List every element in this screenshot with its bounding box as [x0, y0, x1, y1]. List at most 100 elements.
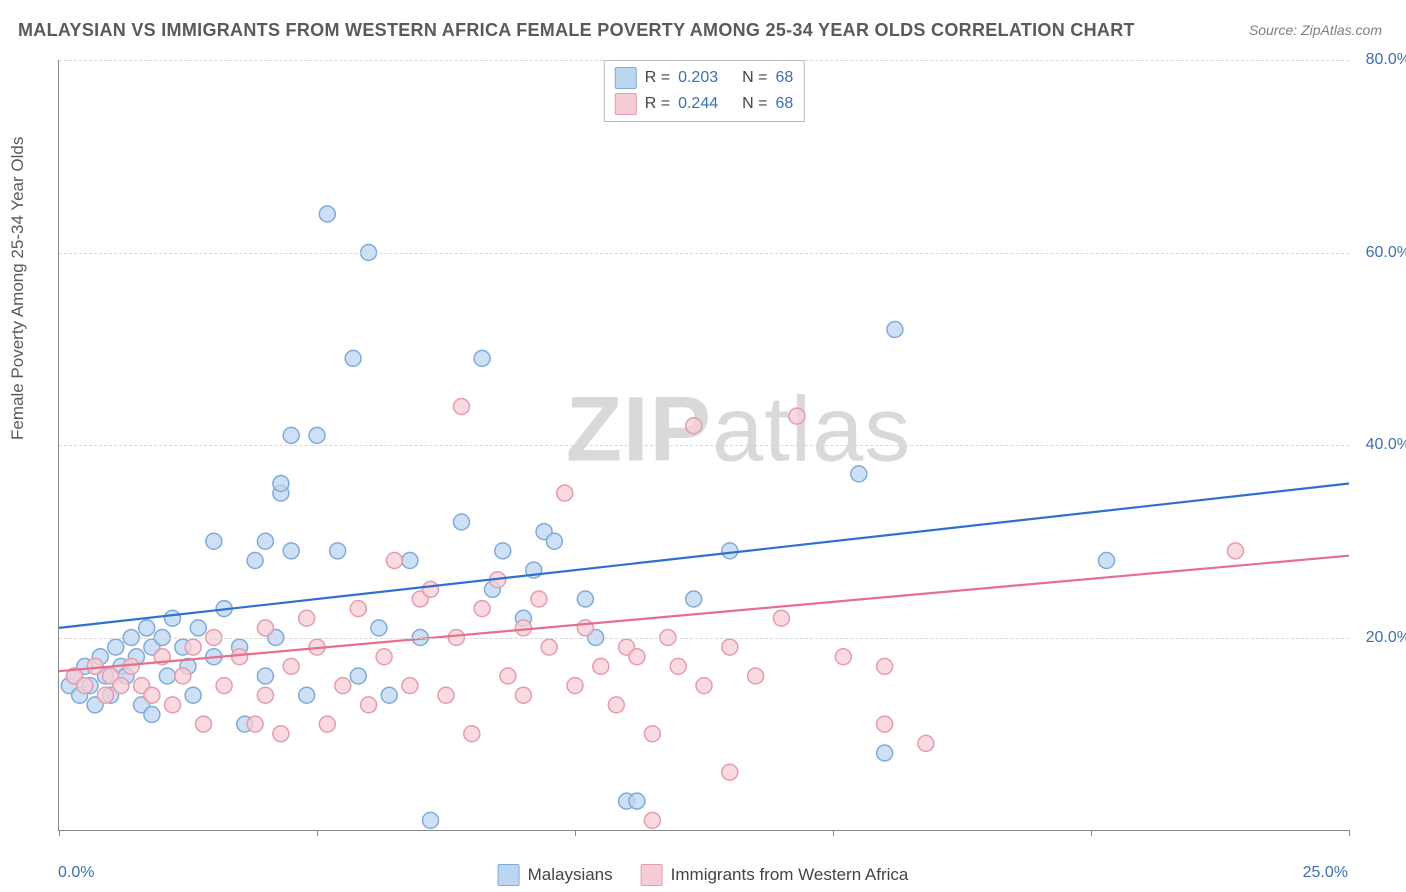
data-point [686, 418, 702, 434]
swatch-pink [615, 93, 637, 115]
data-point [144, 687, 160, 703]
x-tick [575, 830, 576, 836]
data-point [722, 543, 738, 559]
data-point [1227, 543, 1243, 559]
y-tick-label: 60.0% [1366, 244, 1406, 262]
data-point [319, 716, 335, 732]
data-point [283, 427, 299, 443]
data-point [257, 620, 273, 636]
data-point [887, 322, 903, 338]
data-point [273, 476, 289, 492]
data-point [557, 485, 573, 501]
data-point [108, 639, 124, 655]
x-tick [833, 830, 834, 836]
data-point [247, 553, 263, 569]
data-point [232, 649, 248, 665]
data-point [608, 697, 624, 713]
data-point [113, 678, 129, 694]
data-point [386, 553, 402, 569]
data-point [195, 716, 211, 732]
data-point [423, 812, 439, 828]
swatch-pink-icon [641, 864, 663, 886]
data-point [185, 639, 201, 655]
legend-item-1: Malaysians [498, 864, 613, 886]
data-point [670, 658, 686, 674]
data-point [97, 687, 113, 703]
data-point [515, 687, 531, 703]
data-point [206, 533, 222, 549]
data-point [257, 668, 273, 684]
data-point [500, 668, 516, 684]
data-point [453, 514, 469, 530]
data-point [402, 553, 418, 569]
data-point [877, 745, 893, 761]
data-point [299, 610, 315, 626]
legend-label-1: Malaysians [528, 865, 613, 885]
data-point [402, 678, 418, 694]
data-point [283, 543, 299, 559]
legend-row-2: R = 0.244 N = 68 [615, 91, 794, 117]
data-point [748, 668, 764, 684]
swatch-blue-icon [498, 864, 520, 886]
data-point [686, 591, 702, 607]
data-point [361, 697, 377, 713]
y-tick-label: 80.0% [1366, 51, 1406, 69]
legend-row-1: R = 0.203 N = 68 [615, 65, 794, 91]
data-point [877, 658, 893, 674]
y-axis-label: Female Poverty Among 25-34 Year Olds [8, 137, 28, 440]
data-point [474, 350, 490, 366]
data-point [175, 668, 191, 684]
data-point [918, 735, 934, 751]
y-tick-label: 20.0% [1366, 629, 1406, 647]
trend-line [59, 556, 1349, 672]
data-point [567, 678, 583, 694]
data-point [123, 658, 139, 674]
data-point [77, 678, 93, 694]
x-axis-max: 25.0% [1303, 864, 1348, 882]
data-point [330, 543, 346, 559]
x-tick [317, 830, 318, 836]
data-point [319, 206, 335, 222]
data-point [773, 610, 789, 626]
data-point [644, 726, 660, 742]
source-attribution: Source: ZipAtlas.com [1249, 22, 1382, 38]
data-point [139, 620, 155, 636]
data-point [464, 726, 480, 742]
data-point [299, 687, 315, 703]
data-point [541, 639, 557, 655]
data-point [593, 658, 609, 674]
data-point [257, 533, 273, 549]
data-point [350, 668, 366, 684]
data-point [309, 427, 325, 443]
data-point [257, 687, 273, 703]
gridline [59, 445, 1349, 446]
data-point [722, 639, 738, 655]
data-point [335, 678, 351, 694]
legend-item-2: Immigrants from Western Africa [641, 864, 909, 886]
swatch-blue [615, 67, 637, 89]
data-point [629, 649, 645, 665]
data-point [165, 697, 181, 713]
data-point [185, 687, 201, 703]
x-axis-min: 0.0% [58, 864, 94, 882]
data-point [577, 591, 593, 607]
data-point [381, 687, 397, 703]
data-point [144, 707, 160, 723]
data-point [577, 620, 593, 636]
x-tick [59, 830, 60, 836]
data-point [371, 620, 387, 636]
data-point [190, 620, 206, 636]
y-tick-label: 40.0% [1366, 436, 1406, 454]
data-point [453, 399, 469, 415]
data-point [495, 543, 511, 559]
data-point [1098, 553, 1114, 569]
legend-label-2: Immigrants from Western Africa [671, 865, 909, 885]
data-point [851, 466, 867, 482]
data-point [515, 620, 531, 636]
data-point [438, 687, 454, 703]
chart-title: MALAYSIAN VS IMMIGRANTS FROM WESTERN AFR… [18, 20, 1135, 41]
data-point [835, 649, 851, 665]
data-point [546, 533, 562, 549]
data-point [159, 668, 175, 684]
gridline [59, 253, 1349, 254]
